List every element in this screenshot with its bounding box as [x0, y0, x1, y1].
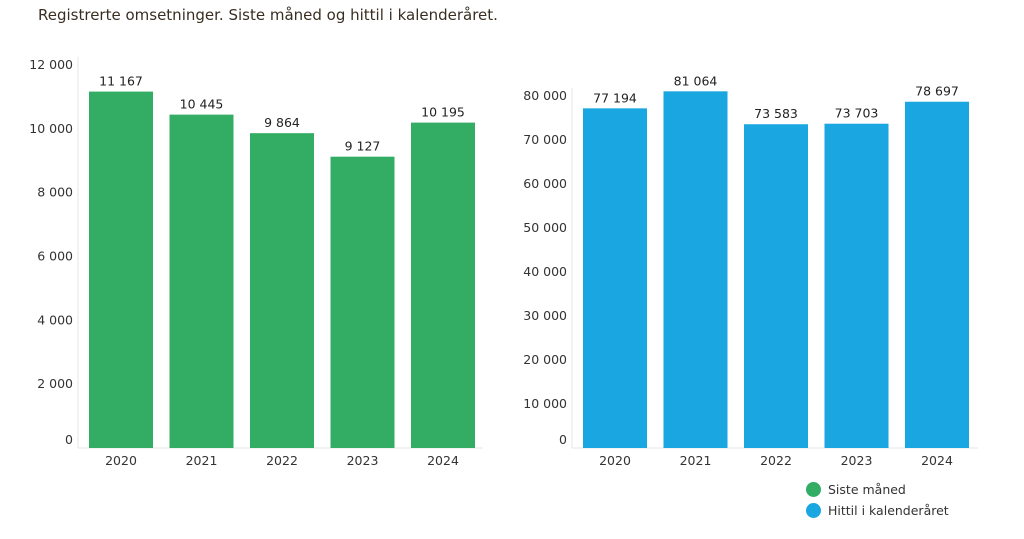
left-bar-2020 — [89, 91, 153, 449]
left-bar-2024 — [411, 122, 475, 448]
left-bar-2022 — [250, 133, 314, 448]
right-y-tick-label: 0 — [559, 432, 567, 447]
left-data-label-2020: 11 167 — [99, 74, 143, 89]
right-bar-2020 — [583, 108, 647, 448]
right-x-tick-label-2022: 2022 — [760, 453, 792, 468]
right-y-tick-label: 10 000 — [523, 396, 567, 411]
right-data-label-2023: 73 703 — [835, 106, 879, 121]
left-data-label-2021: 10 445 — [180, 97, 224, 112]
right-data-label-2021: 81 064 — [674, 73, 718, 88]
legend-label: Siste måned — [828, 481, 906, 497]
legend-swatch-green — [806, 481, 821, 497]
right-y-tick-label: 70 000 — [523, 132, 567, 147]
legend-item-siste-maned[interactable]: Siste måned — [806, 479, 949, 499]
left-data-label-2023: 9 127 — [345, 139, 381, 154]
left-x-tick-label-2022: 2022 — [266, 453, 298, 468]
right-data-label-2020: 77 194 — [593, 90, 637, 105]
right-x-tick-label-2020: 2020 — [599, 453, 631, 468]
right-data-label-2024: 78 697 — [915, 84, 959, 99]
right-y-tick-label: 80 000 — [523, 88, 567, 103]
right-x-tick-label-2021: 2021 — [680, 453, 712, 468]
left-y-tick-label: 0 — [65, 432, 73, 447]
right-y-tick-label: 30 000 — [523, 308, 567, 323]
right-bar-2023 — [824, 123, 889, 449]
right-x-tick-label-2024: 2024 — [921, 453, 953, 468]
left-x-tick-label-2020: 2020 — [105, 453, 137, 468]
legend: Siste måned Hittil i kalenderåret — [806, 479, 949, 521]
right-bar-2024 — [905, 101, 969, 448]
left-x-tick-label-2023: 2023 — [347, 453, 379, 468]
right-data-label-2022: 73 583 — [754, 106, 798, 121]
left-y-tick-label: 4 000 — [37, 312, 73, 327]
left-x-tick-label-2024: 2024 — [427, 453, 459, 468]
left-data-label-2024: 10 195 — [421, 105, 465, 120]
right-y-tick-label: 60 000 — [523, 176, 567, 191]
left-data-label-2022: 9 864 — [264, 115, 300, 130]
right-y-tick-label: 50 000 — [523, 220, 567, 235]
right-bar-2022 — [744, 124, 808, 448]
left-x-tick-label-2021: 2021 — [186, 453, 218, 468]
left-y-tick-label: 2 000 — [37, 376, 73, 391]
right-y-tick-label: 20 000 — [523, 352, 567, 367]
left-y-tick-label: 8 000 — [37, 185, 73, 200]
left-y-tick-label: 6 000 — [37, 249, 73, 264]
legend-label: Hittil i kalenderåret — [828, 502, 949, 518]
right-y-tick-label: 40 000 — [523, 264, 567, 279]
left-bar-2021 — [169, 114, 234, 448]
right-bar-2021 — [663, 91, 728, 449]
left-y-tick-label: 12 000 — [29, 57, 73, 72]
right-x-tick-label-2023: 2023 — [841, 453, 873, 468]
legend-item-hittil[interactable]: Hittil i kalenderåret — [806, 500, 949, 520]
left-bar-2023 — [330, 156, 395, 448]
left-y-tick-label: 10 000 — [29, 121, 73, 136]
chart-title: Registrerte omsetninger. Siste måned og … — [38, 6, 498, 24]
legend-swatch-blue — [806, 502, 821, 518]
